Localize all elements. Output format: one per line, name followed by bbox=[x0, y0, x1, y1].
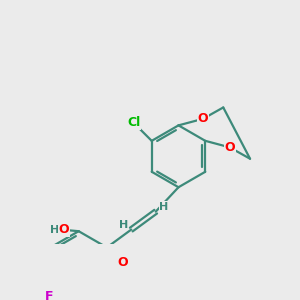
Text: H: H bbox=[50, 225, 59, 235]
Text: Cl: Cl bbox=[127, 116, 140, 129]
Text: H: H bbox=[118, 220, 128, 230]
Text: O: O bbox=[59, 223, 69, 236]
Text: F: F bbox=[45, 290, 53, 300]
Text: H: H bbox=[159, 202, 169, 212]
Text: O: O bbox=[198, 112, 208, 125]
Text: O: O bbox=[118, 256, 128, 268]
Text: O: O bbox=[224, 141, 235, 154]
